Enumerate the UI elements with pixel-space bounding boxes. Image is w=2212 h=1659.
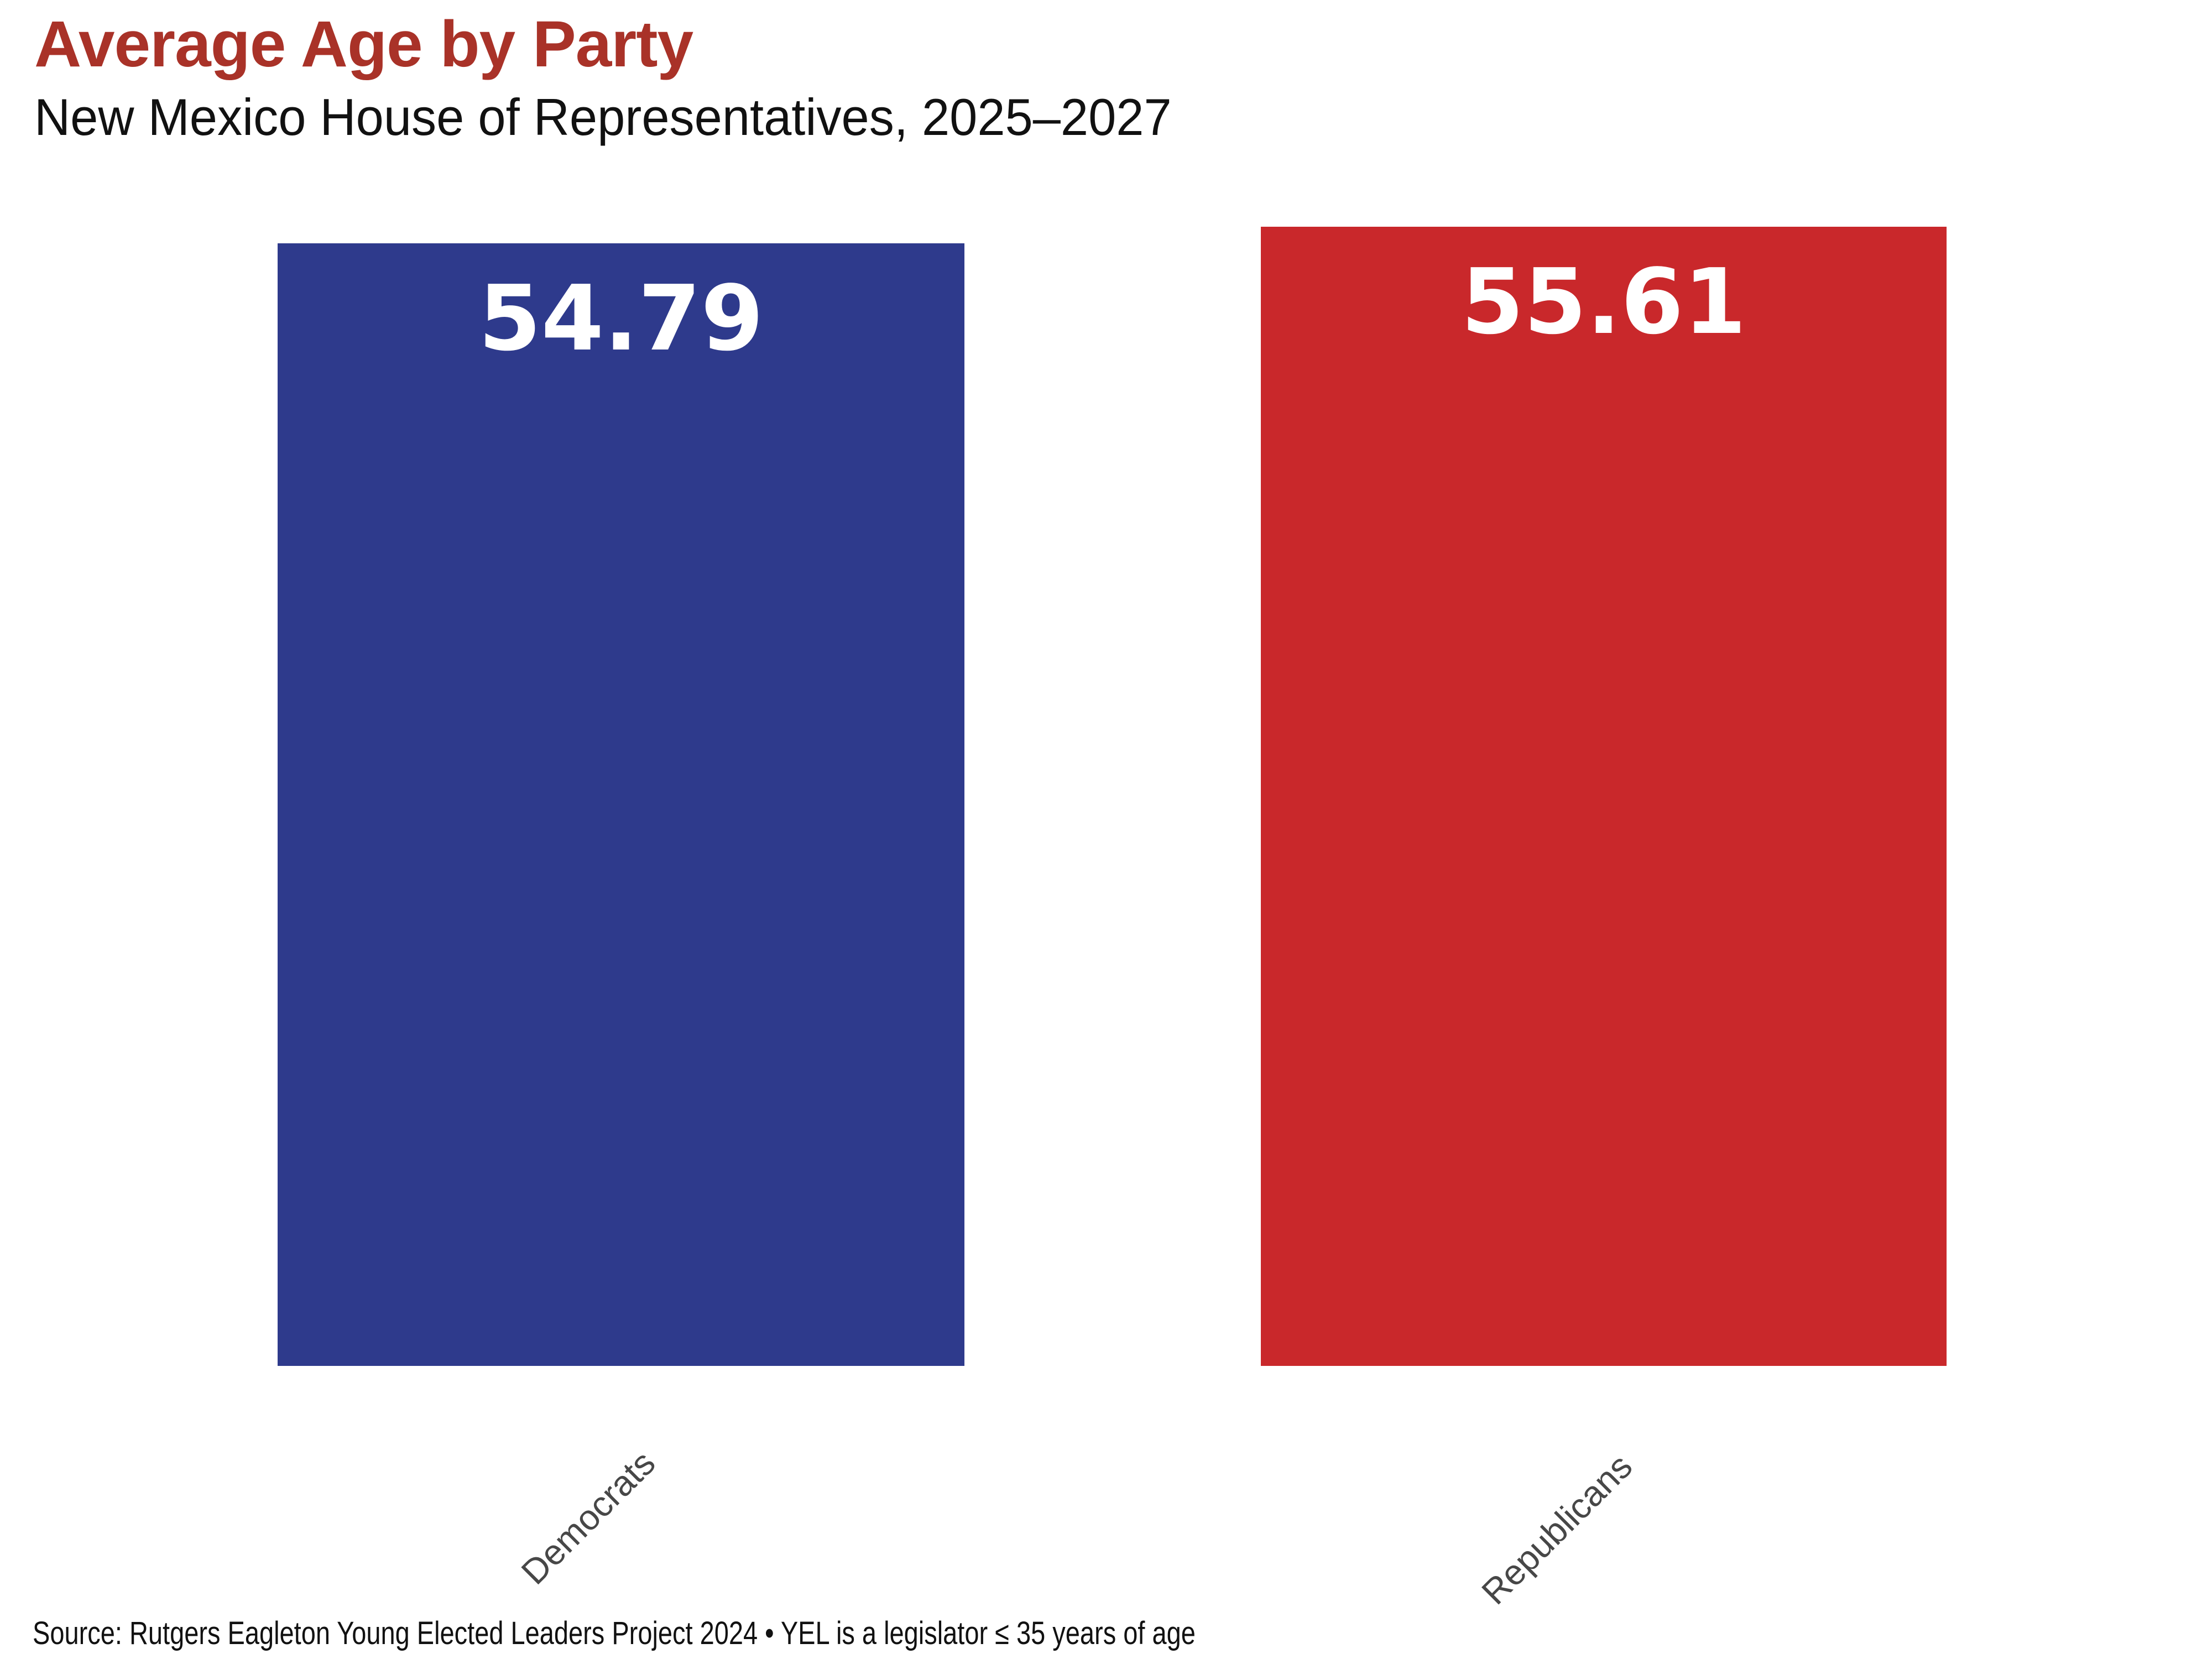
x-tick-label-republicans: Republicans	[1474, 1446, 1640, 1613]
bar-value-label-republicans: 55.61	[1461, 250, 1746, 354]
source-note: Source: Rutgers Eagleton Young Elected L…	[33, 1615, 1196, 1651]
bar-value-label-democrats: 54.79	[478, 267, 764, 371]
bar-democrats: 54.79	[278, 243, 964, 1366]
bar-republicans: 55.61	[1261, 227, 1947, 1366]
chart-title: Average Age by Party	[34, 8, 693, 81]
chart-subtitle: New Mexico House of Representatives, 202…	[34, 88, 1172, 146]
x-tick-label-democrats: Democrats	[513, 1443, 663, 1592]
